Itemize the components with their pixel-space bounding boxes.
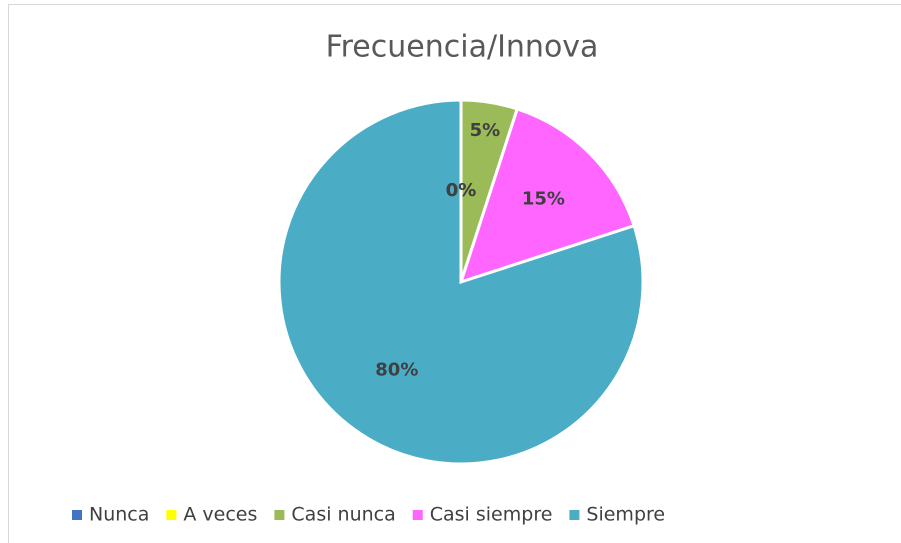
legend-swatch bbox=[412, 510, 423, 520]
legend-label: Siempre bbox=[586, 504, 665, 526]
legend-swatch bbox=[166, 510, 177, 520]
slices bbox=[277, 98, 645, 466]
pie-slice bbox=[277, 98, 645, 466]
legend-label: Casi nunca bbox=[291, 504, 395, 526]
data-label: 0% bbox=[446, 180, 477, 201]
data-label: 5% bbox=[470, 120, 501, 141]
data-label: 15% bbox=[522, 189, 565, 210]
chart-border bbox=[8, 4, 901, 543]
legend-swatch bbox=[274, 510, 285, 520]
data-label: 80% bbox=[375, 359, 418, 380]
data-label: 0% bbox=[446, 180, 477, 201]
legend-label: Casi siempre bbox=[430, 504, 553, 526]
chart-title: Frecuencia/Innova bbox=[326, 30, 599, 65]
legend-label: Nunca bbox=[89, 504, 149, 526]
legend-label: A veces bbox=[183, 504, 257, 526]
legend-swatch bbox=[72, 510, 82, 520]
legend-swatch bbox=[569, 510, 580, 520]
